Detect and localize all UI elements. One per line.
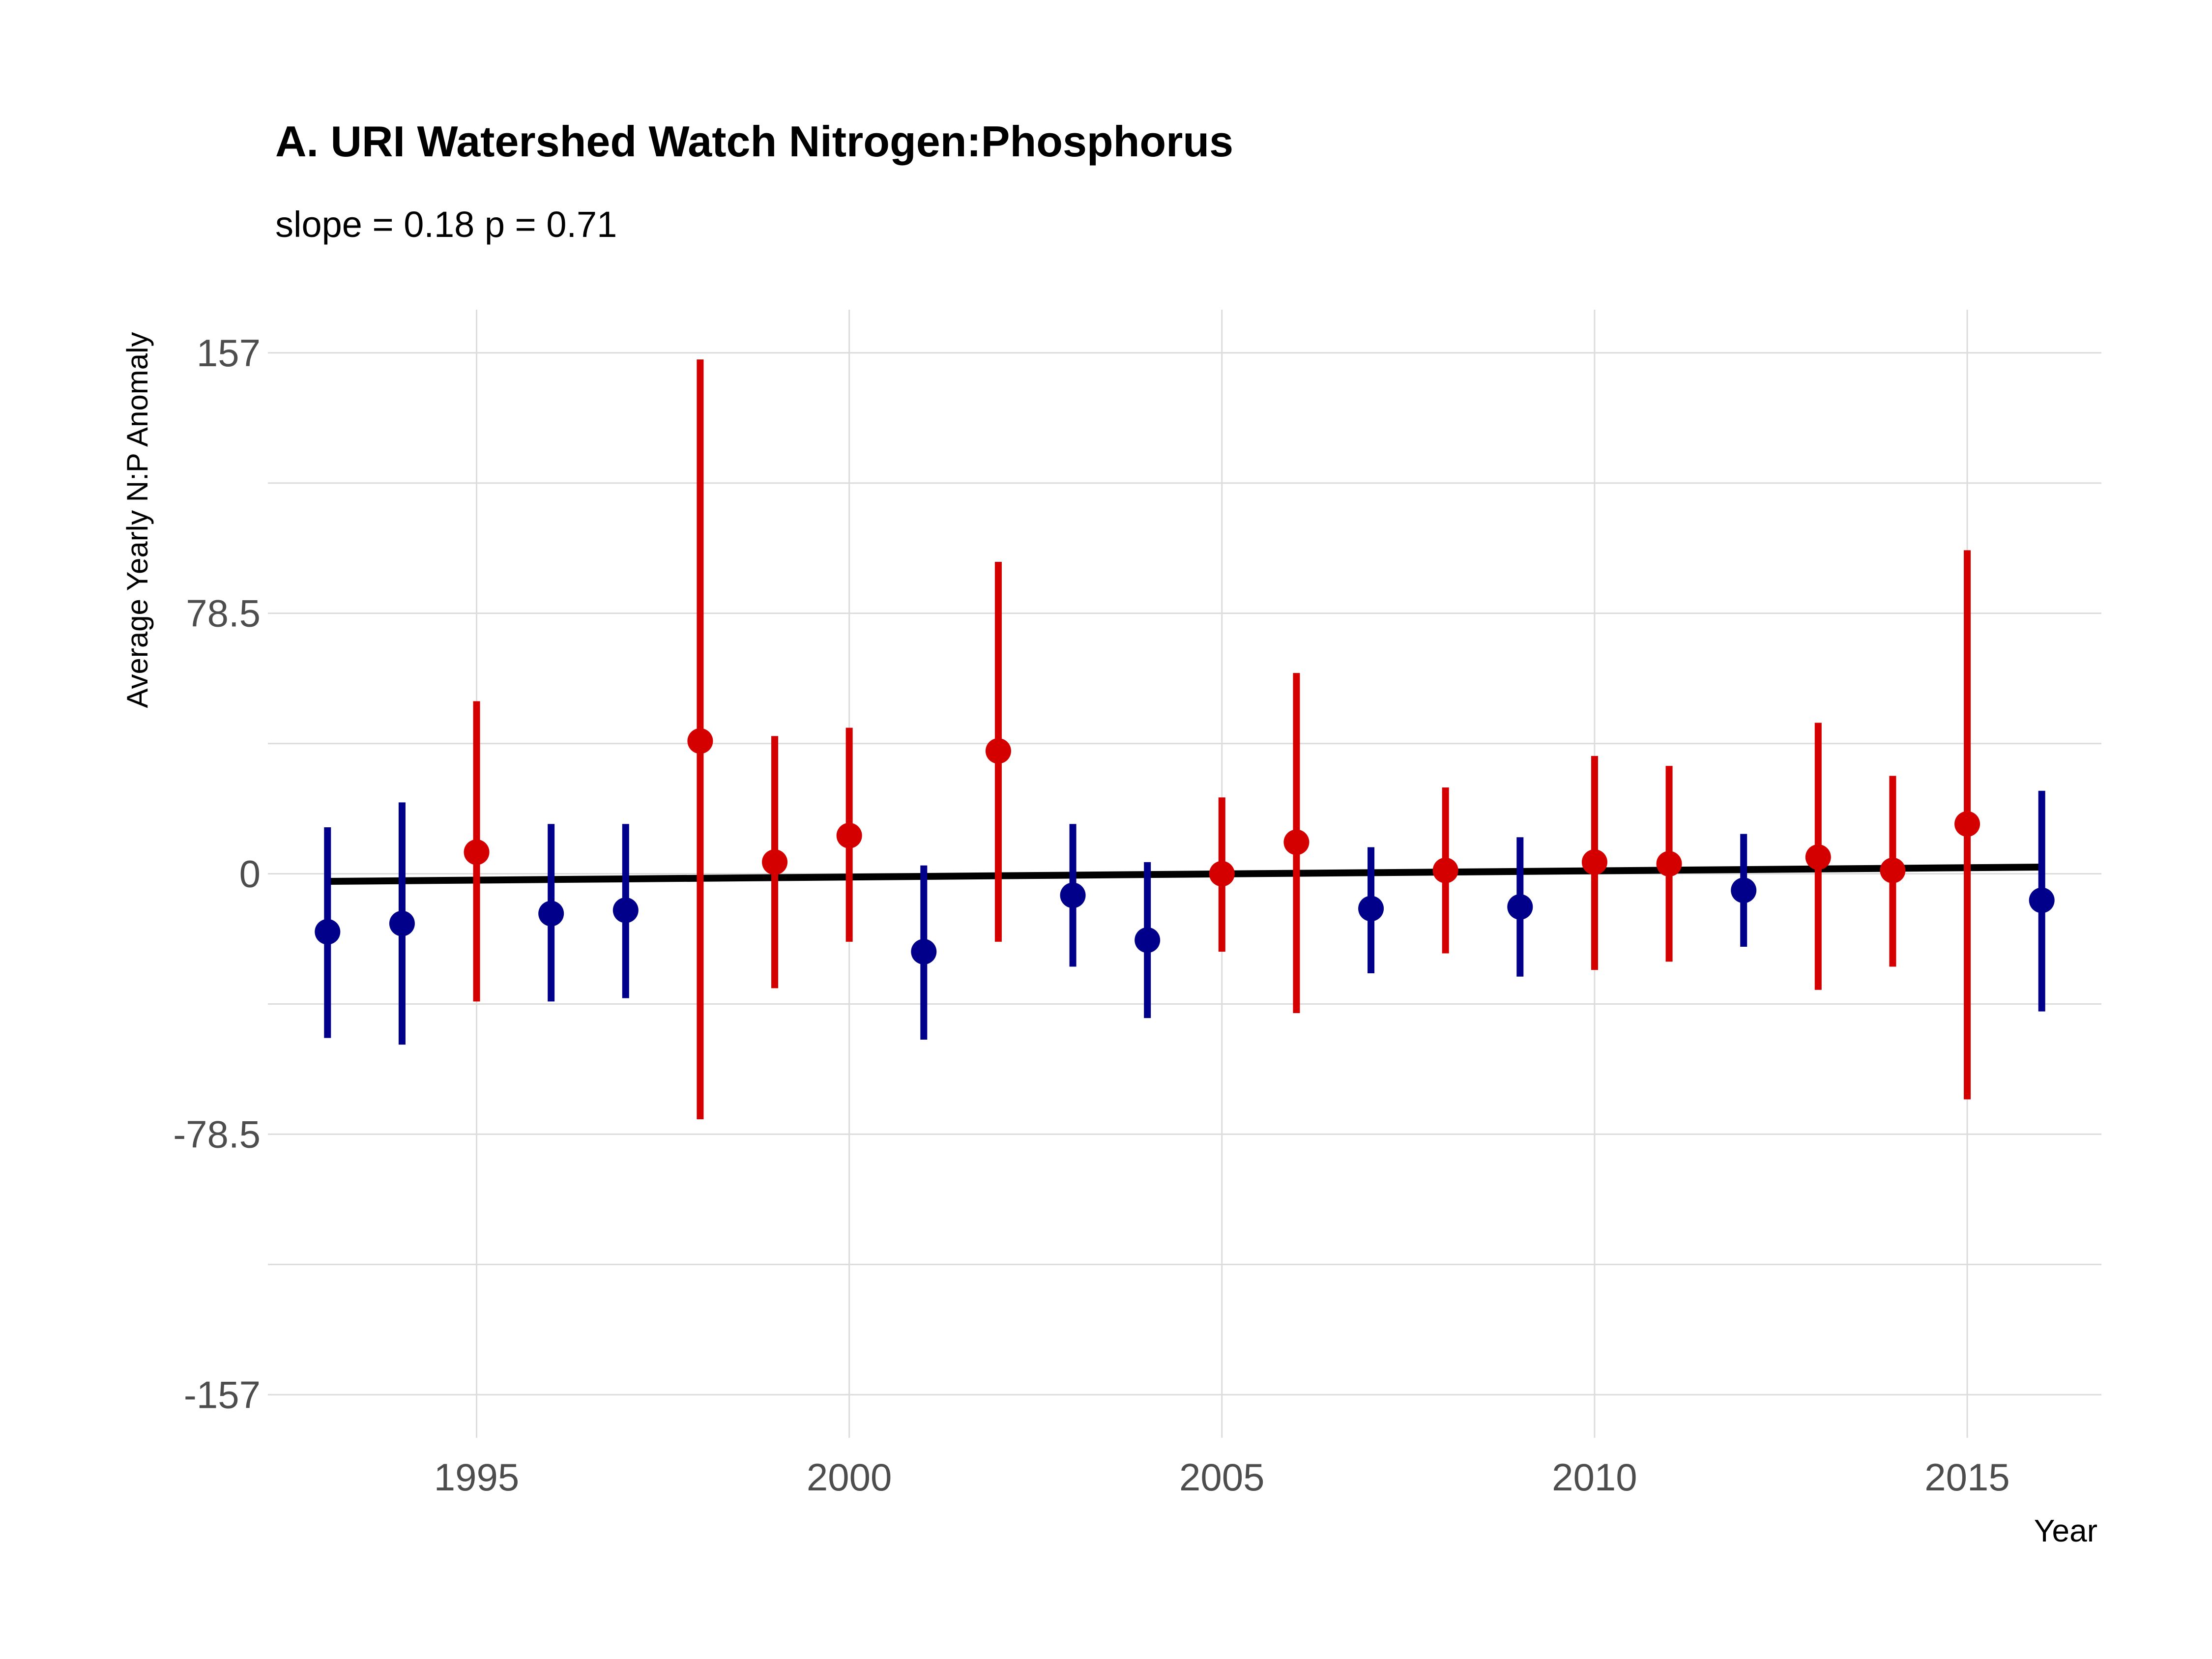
x-tick-label: 2005 [1179, 1455, 1265, 1499]
data-point [2029, 887, 2055, 913]
data-point [612, 897, 639, 923]
data-point [315, 919, 341, 945]
data-point [1731, 877, 1757, 903]
y-tick-label: -78.5 [173, 1112, 261, 1156]
data-point [687, 728, 713, 754]
trend-line [327, 864, 2042, 885]
data-point [538, 901, 564, 927]
data-point [1060, 882, 1086, 908]
data-point [1209, 861, 1235, 887]
data-point [911, 939, 937, 965]
data-point [1805, 844, 1831, 870]
data-point [389, 910, 415, 936]
x-tick-label: 2015 [1924, 1455, 2010, 1499]
x-tick-label: 2010 [1552, 1455, 1637, 1499]
trend [327, 864, 2042, 885]
chart-subtitle: slope = 0.18 p = 0.71 [275, 204, 617, 245]
x-axis-ticks: 1995 2000 2005 2010 2015 [434, 1455, 2010, 1499]
data-point [1432, 857, 1458, 883]
data-point [1581, 849, 1607, 875]
data-point [985, 738, 1011, 764]
data-point [464, 839, 490, 865]
error-bars [324, 359, 2045, 1119]
y-axis-label: Average Yearly N:P Anomaly [121, 332, 154, 708]
data-point [1954, 811, 1980, 837]
data-point [1656, 851, 1682, 877]
y-tick-label: 0 [239, 852, 261, 896]
y-tick-label: 157 [197, 331, 261, 375]
chart-title: A. URI Watershed Watch Nitrogen:Phosphor… [275, 117, 1233, 166]
data-point [1880, 857, 1906, 883]
data-point [1507, 894, 1533, 920]
y-tick-label: 78.5 [186, 592, 261, 635]
data-point [836, 822, 862, 848]
data-points [315, 728, 2055, 965]
data-point [1358, 896, 1384, 922]
data-point [1135, 927, 1161, 953]
x-axis-label: Year [2034, 1513, 2097, 1548]
x-tick-label: 1995 [434, 1455, 520, 1499]
y-tick-label: -157 [184, 1373, 261, 1416]
x-tick-label: 2000 [807, 1455, 892, 1499]
data-point [1283, 829, 1310, 855]
data-point [762, 849, 788, 875]
y-axis-ticks: 157 78.5 0 -78.5 -157 [173, 331, 261, 1417]
